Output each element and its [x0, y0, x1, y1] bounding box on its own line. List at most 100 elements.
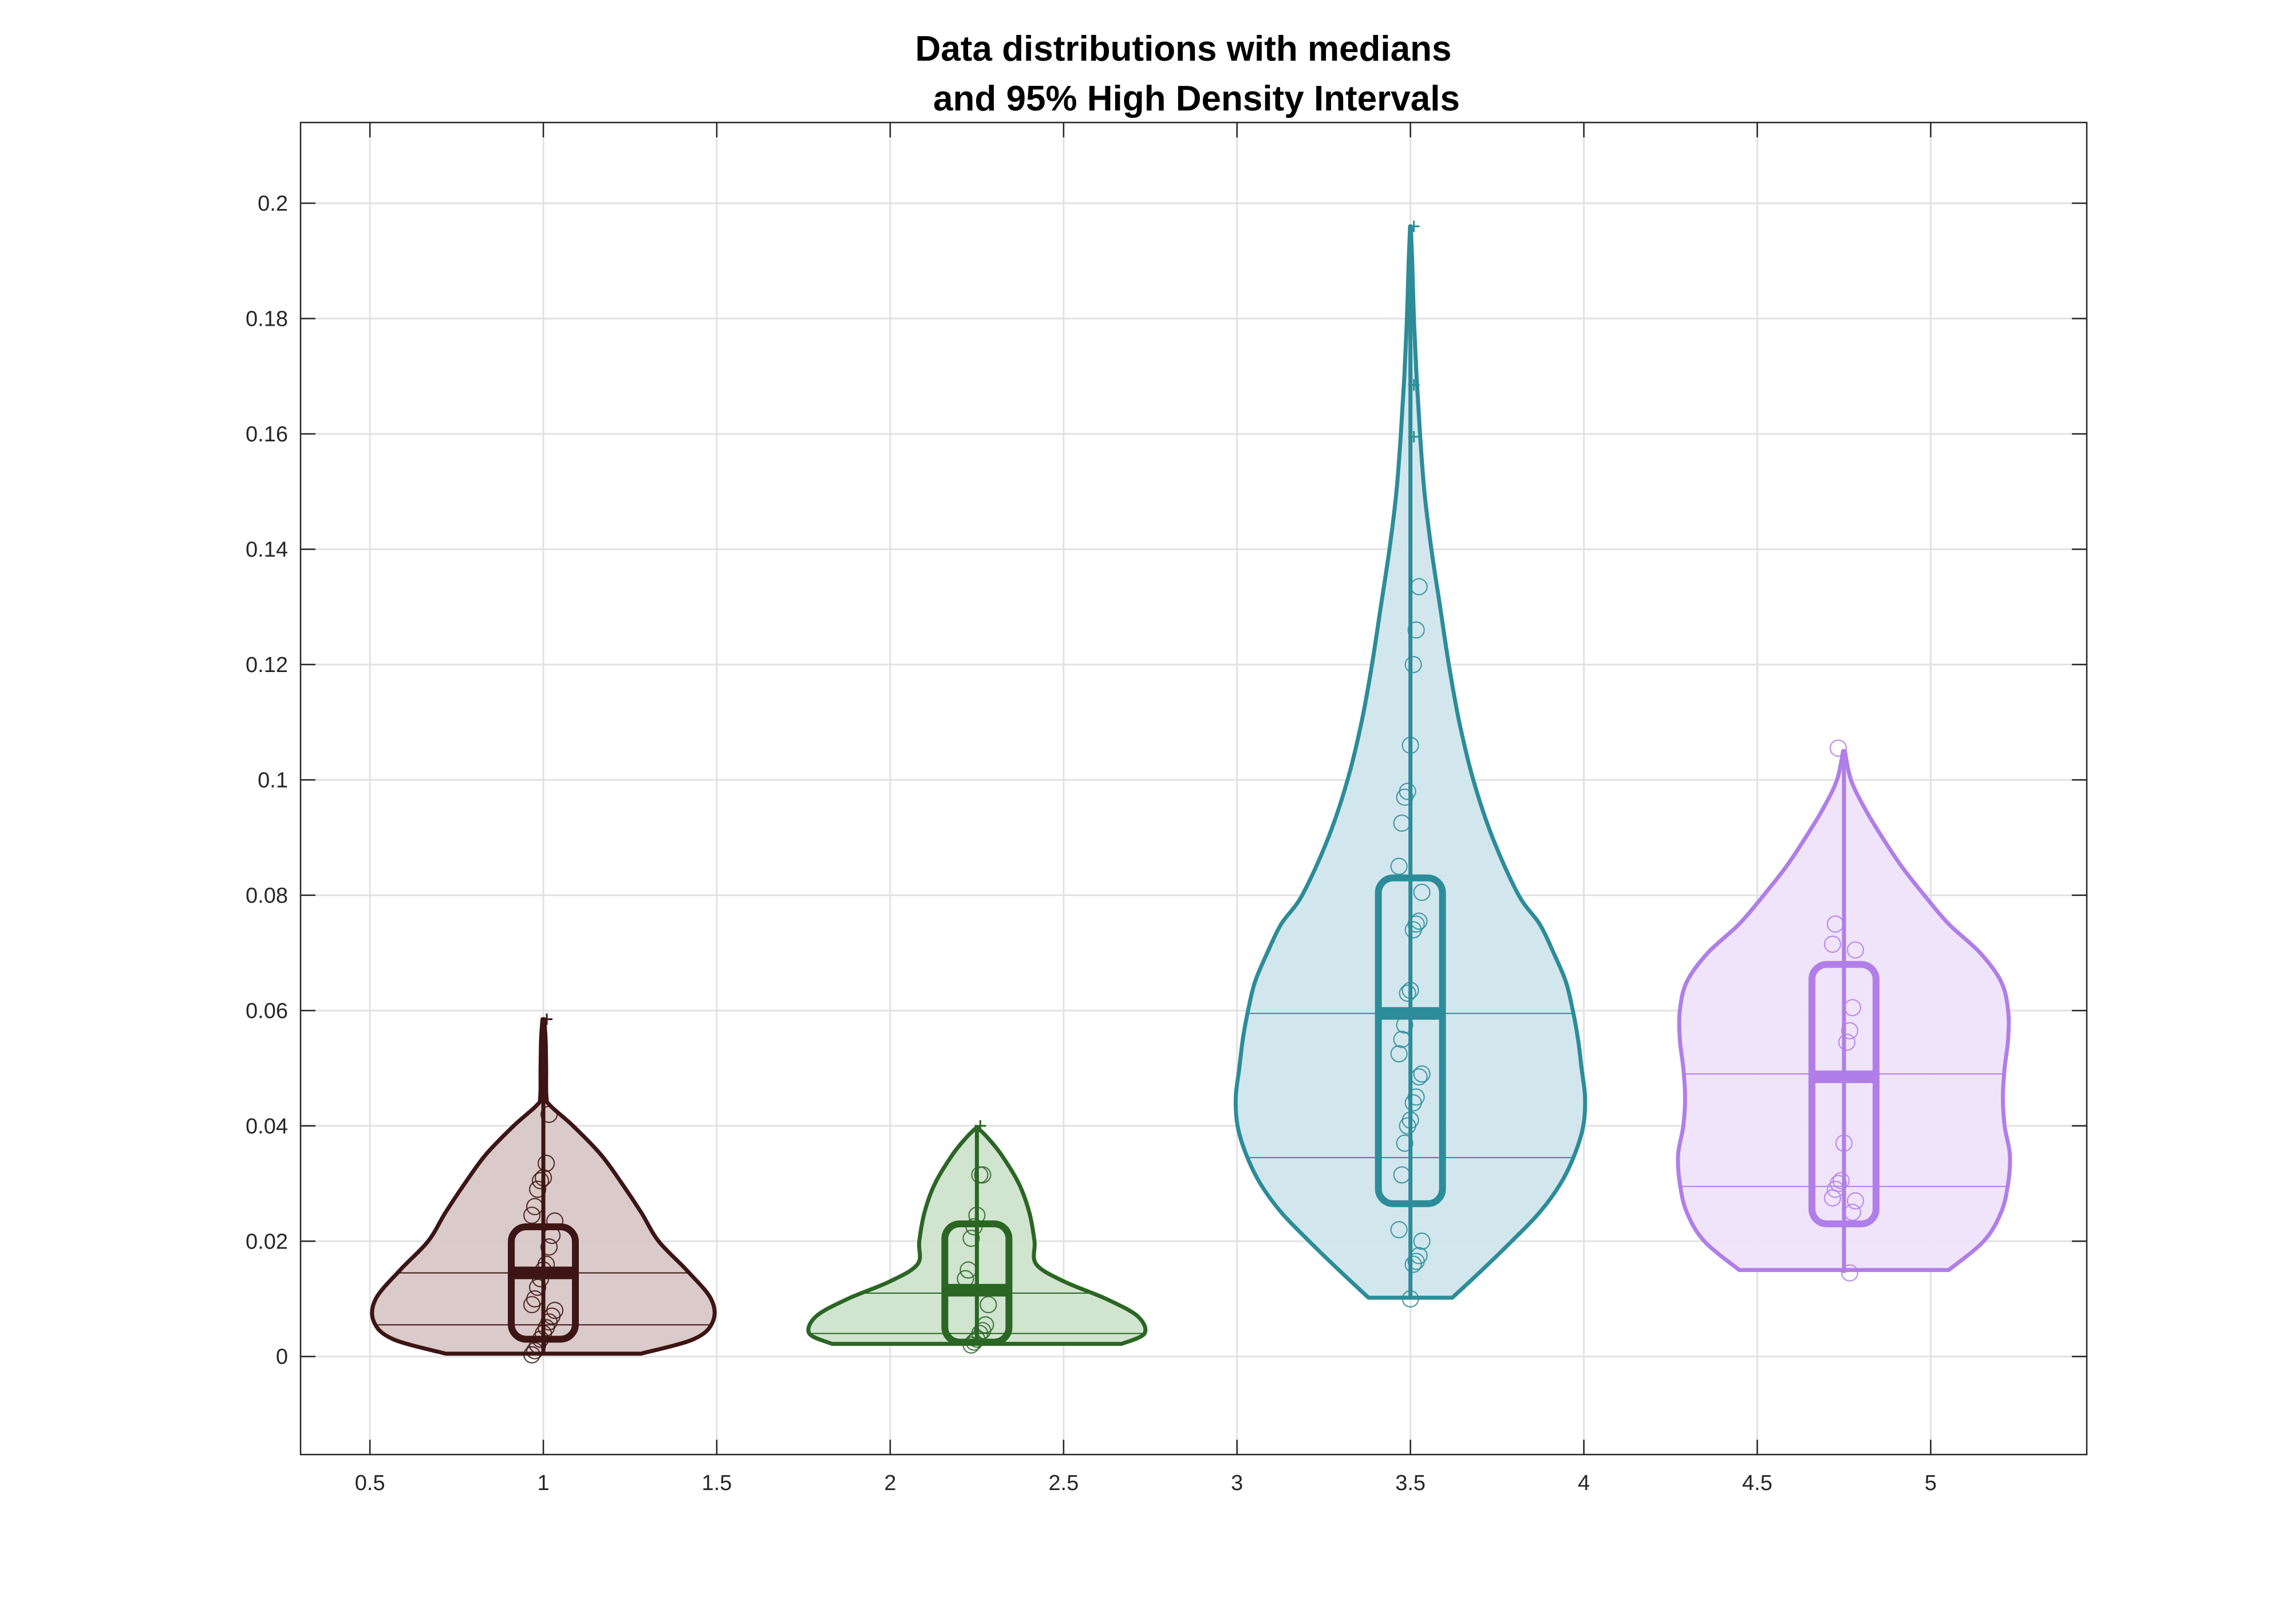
data-point: [957, 1270, 974, 1287]
data-point: [1401, 1111, 1419, 1129]
outlier-marker: [974, 1120, 986, 1132]
data-point: [1843, 999, 1862, 1017]
data-point: [523, 1206, 541, 1224]
outlier-marker: [1408, 431, 1420, 443]
axis-ticks: [301, 123, 2087, 1455]
chart-title-line-2: and 95% High Density Intervals: [933, 79, 1460, 118]
data-point: [965, 1218, 983, 1236]
x-tick-label: 1: [538, 1471, 550, 1495]
data-point: [1413, 883, 1431, 901]
y-tick-label: 0.12: [246, 653, 288, 677]
data-point: [528, 1278, 547, 1296]
data-point: [543, 1227, 561, 1244]
data-point: [526, 1198, 544, 1215]
data-point: [1823, 935, 1842, 953]
y-tick-label: 0: [276, 1345, 288, 1369]
data-point: [1832, 1172, 1850, 1190]
data-point: [1399, 985, 1416, 1002]
y-tick-label: 0.04: [246, 1115, 288, 1139]
data-point: [1410, 912, 1428, 930]
x-tick-label: 4.5: [1742, 1471, 1772, 1495]
box-rect: [941, 1220, 1013, 1346]
outlier-marker: [1408, 379, 1420, 391]
data-point: [1401, 1290, 1419, 1308]
violin-group-1: [370, 1013, 717, 1364]
chart-title-line-1: Data distributions with medians: [915, 29, 1452, 69]
data-point: [1407, 621, 1425, 639]
data-point: [1829, 739, 1847, 757]
data-point: [1413, 1232, 1431, 1250]
violin-group-2: [806, 1120, 1148, 1354]
data-point: [1407, 915, 1425, 933]
data-point: [960, 1261, 977, 1279]
y-tick-label: 0.2: [258, 192, 288, 216]
data-point: [528, 1180, 547, 1198]
plot-area-frame: [299, 121, 2088, 1456]
x-tick-label: 0.5: [355, 1471, 385, 1495]
x-tick-label: 1.5: [702, 1471, 732, 1495]
data-point: [962, 1336, 980, 1354]
data-point: [540, 1238, 558, 1256]
data-point: [546, 1212, 564, 1230]
data-point: [968, 1206, 986, 1224]
box-rect: [1375, 874, 1446, 1207]
data-point: [1410, 578, 1428, 596]
x-tick-label: 2.5: [1048, 1471, 1079, 1495]
violin-group-4: [1676, 739, 2012, 1282]
data-point: [1390, 1221, 1408, 1239]
data-point: [537, 1155, 555, 1172]
data-point: [1390, 858, 1408, 875]
data-point: [1410, 1068, 1428, 1086]
x-tick-label: 3: [1231, 1471, 1243, 1495]
data-point: [537, 1255, 555, 1273]
data-point: [1841, 1022, 1859, 1040]
data-point: [1846, 1192, 1865, 1210]
data-point: [1407, 1088, 1425, 1106]
data-point: [1843, 1203, 1862, 1222]
data-point: [962, 1230, 980, 1247]
data-point: [1404, 1255, 1422, 1273]
data-point: [1826, 915, 1845, 933]
x-tick-label: 3.5: [1395, 1471, 1426, 1495]
data-point: [546, 1302, 564, 1319]
data-point: [1841, 1264, 1859, 1282]
data-point: [531, 1172, 550, 1190]
x-tick-label: 2: [884, 1471, 896, 1495]
data-point: [1401, 736, 1419, 754]
data-point: [1390, 1045, 1408, 1062]
data-point: [1399, 783, 1416, 800]
data-point: [1835, 1134, 1853, 1152]
x-tick-labels: 0.5 1 1.5 2 2.5 3 3.5 4 4.5 5: [355, 1471, 1937, 1495]
data-point: [1829, 1175, 1847, 1192]
data-point: [965, 1333, 983, 1351]
outlier-marker: [1408, 220, 1420, 232]
data-point: [526, 1290, 544, 1308]
x-tick-label: 4: [1578, 1471, 1590, 1495]
data-point: [1396, 1016, 1414, 1034]
data-point: [1410, 1247, 1428, 1265]
data-point: [1393, 1166, 1411, 1184]
violin-group-3: [1233, 220, 1588, 1308]
y-tick-label: 0.14: [246, 538, 288, 562]
data-point: [534, 1169, 552, 1187]
data-point: [540, 1105, 558, 1123]
data-point: [1401, 981, 1419, 999]
data-point: [1838, 1033, 1856, 1051]
y-tick-label: 0.08: [246, 884, 288, 908]
data-point: [1413, 1065, 1431, 1083]
data-point: [1846, 941, 1865, 959]
y-tick-label: 0.16: [246, 422, 288, 446]
data-point: [1393, 1030, 1411, 1048]
y-tick-label: 0.18: [246, 307, 288, 331]
y-tick-label: 0.02: [246, 1230, 288, 1254]
y-tick-label: 0.1: [258, 768, 288, 792]
data-point: [977, 1316, 994, 1334]
box-rect: [1808, 961, 1880, 1228]
data-point: [1393, 814, 1411, 832]
y-tick-labels: 0 0.02 0.04 0.06 0.08 0.1 0.12 0.14 0.16 0.18 0.2: [246, 192, 288, 1369]
violin-layer: [370, 220, 2012, 1364]
data-point: [523, 1346, 541, 1364]
y-tick-label: 0.06: [246, 999, 288, 1023]
data-point: [974, 1166, 992, 1184]
